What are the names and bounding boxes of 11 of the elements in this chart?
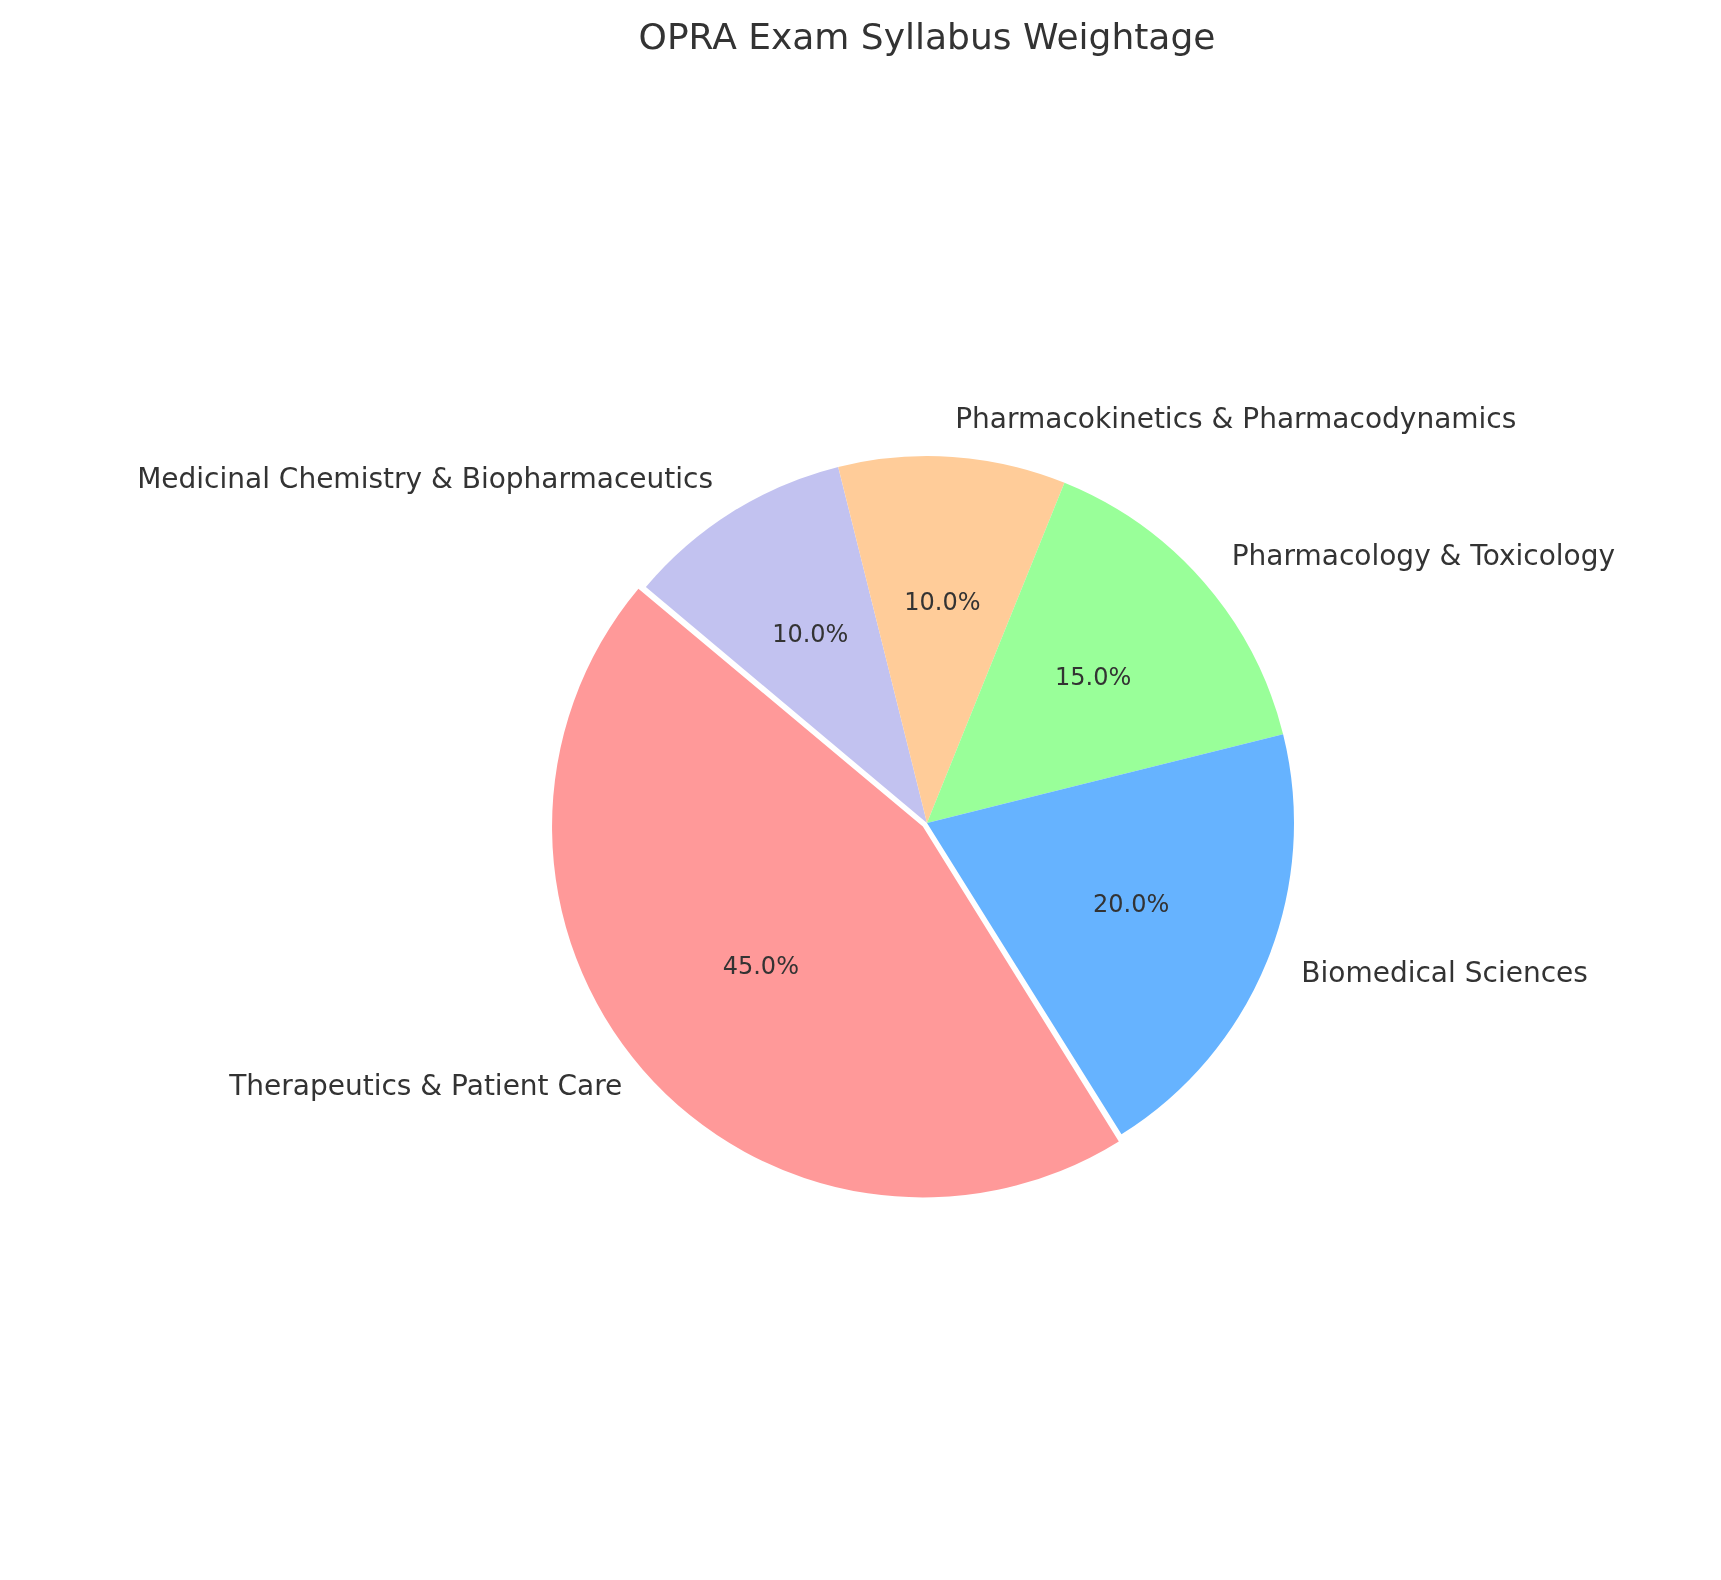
data-label: 10.0%: [772, 620, 849, 649]
data-label: 15.0%: [1055, 662, 1132, 691]
slice-label: Therapeutics & Patient Care: [228, 1069, 623, 1103]
slice-label: Pharmacokinetics & Pharmacodynamics: [955, 401, 1517, 435]
slice-label: Medicinal Chemistry & Biopharmaceutics: [137, 461, 714, 495]
slice-label: Pharmacology & Toxicology: [1231, 539, 1616, 573]
slice-label: Biomedical Sciences: [1301, 955, 1588, 989]
data-label: 20.0%: [1093, 889, 1170, 918]
data-label: 10.0%: [904, 587, 981, 616]
chart-title: OPRA Exam Syllabus Weightage: [638, 16, 1216, 58]
data-label: 45.0%: [722, 951, 799, 980]
